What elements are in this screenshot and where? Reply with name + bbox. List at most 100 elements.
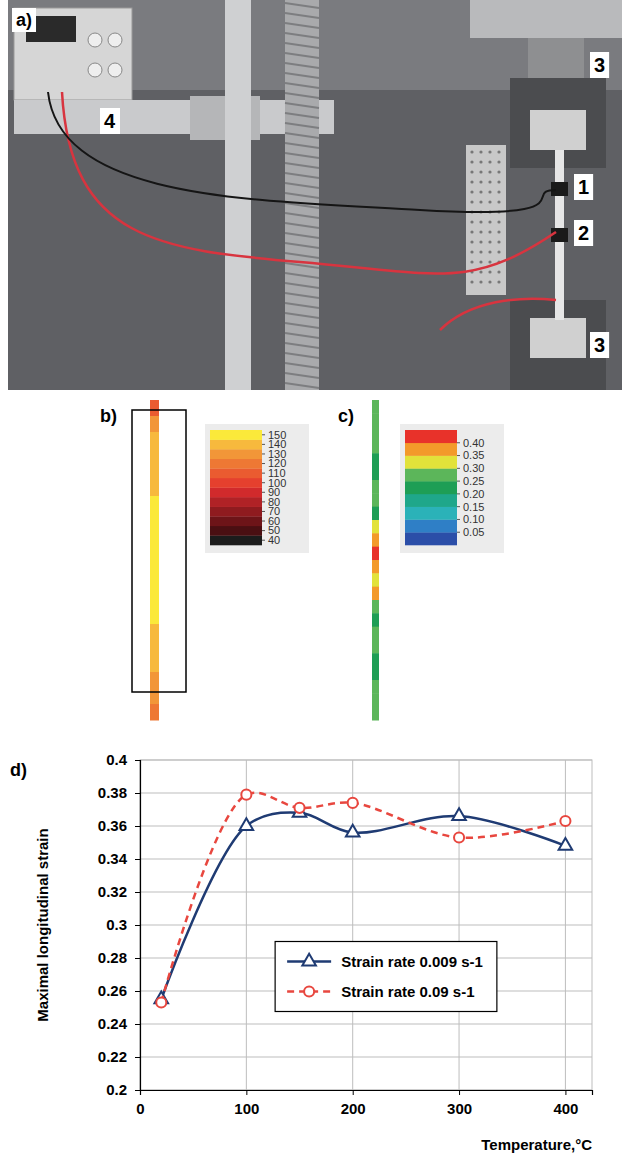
tick: 0 [136,1090,144,1117]
colorbar-tick [262,444,265,445]
field-cell [150,640,159,657]
tick-label: 0.4 [106,751,128,768]
screw-thread [285,113,319,118]
tick-mark [135,826,140,827]
panel-letter: d) [10,760,27,780]
furnace-hole [497,230,500,233]
colorbar-tick [262,511,265,512]
furnace-hole [470,240,473,243]
colorbar-tick-label: 0.05 [463,526,484,538]
furnace-hole [479,220,482,223]
grip-upper-jaw [530,110,586,150]
furnace-hole [488,260,491,263]
callout: 4 [104,110,116,132]
screw-thread [285,353,319,358]
colorbar-tick [262,453,265,454]
field-cell [150,480,159,497]
furnace-hole [470,170,473,173]
furnace-hole [470,150,473,153]
field-cell [372,480,379,494]
colorbar-tick-label: 0.30 [463,462,484,474]
series-marker [348,798,358,808]
tick: 0.28 [98,949,140,966]
field-cell [150,560,159,577]
tick-label: 0.24 [98,1015,128,1032]
tick-mark [353,1090,354,1095]
tick: 300 [447,1090,472,1117]
field-cell [150,592,159,609]
furnace-hole [479,180,482,183]
tick-label: 0.36 [98,817,127,834]
field-cell [372,707,379,721]
grip-lower-jaw [530,318,586,358]
series-marker [240,818,254,830]
field-cell [372,427,379,441]
screw-thread [285,343,319,348]
colorbar-band [210,526,262,536]
furnace-hole [479,150,482,153]
tick: 0.2 [106,1081,140,1098]
grid-line-y [140,1024,592,1025]
tick-label: 400 [553,1100,578,1117]
furnace-hole [488,220,491,223]
grid-line-y [140,925,592,926]
furnace [466,145,506,295]
tick-label: 0.3 [106,916,127,933]
tick: 0.24 [98,1015,140,1032]
field-cell [372,520,379,534]
callout: 3 [594,54,605,76]
axis-line [135,761,141,1091]
knob [88,63,102,77]
colorbar-band [210,449,262,459]
furnace-hole [497,220,500,223]
screw-thread [285,303,319,308]
callout: 1 [578,176,589,198]
field-cell [372,440,379,454]
screw-thread [285,173,319,178]
furnace-hole [479,170,482,173]
furnace-hole [479,200,482,203]
field-cell [372,653,379,667]
crosshead [470,0,622,38]
field-cell [150,608,159,625]
tick-mark [135,1090,140,1091]
panel-letter: b) [100,406,117,426]
grid-line-y [140,760,592,761]
furnace-hole [470,200,473,203]
axis: 0.20.220.240.260.280.30.320.340.360.380.… [98,751,141,1098]
screw-thread [285,33,319,38]
tick-label: 0.2 [106,1081,127,1098]
tick-label: 0.32 [98,883,127,900]
colorbar-band [405,481,457,494]
field-cell [150,704,159,721]
tick: 0.22 [98,1048,140,1065]
furnace-hole [497,150,500,153]
legend-box [275,942,497,1012]
legend-label: Strain rate 0.009 s-1 [341,953,483,970]
screw-thread [285,143,319,148]
colorbar-tick [457,506,460,507]
furnace-hole [479,250,482,253]
series-marker [294,803,304,813]
screw-thread [285,223,319,228]
field-cell [372,693,379,707]
colorbar-band [405,443,457,456]
callout: 3 [594,334,605,356]
tick-label: 300 [447,1100,472,1117]
furnace-hole [470,230,473,233]
furnace-hole [497,170,500,173]
furnace-hole [470,190,473,193]
screw-thread [285,23,319,28]
colorbar-tick [457,519,460,520]
field-cell [150,528,159,545]
screw-thread [285,153,319,158]
tick: 0.32 [98,883,140,900]
furnace-hole [497,180,500,183]
screw-column [285,0,319,390]
screw-thread [285,103,319,108]
colorbar-tick-label: 0.25 [463,475,484,487]
field-cell [150,512,159,529]
callout-box [574,174,593,200]
axis-line [141,1091,593,1096]
screw-thread [285,363,319,368]
